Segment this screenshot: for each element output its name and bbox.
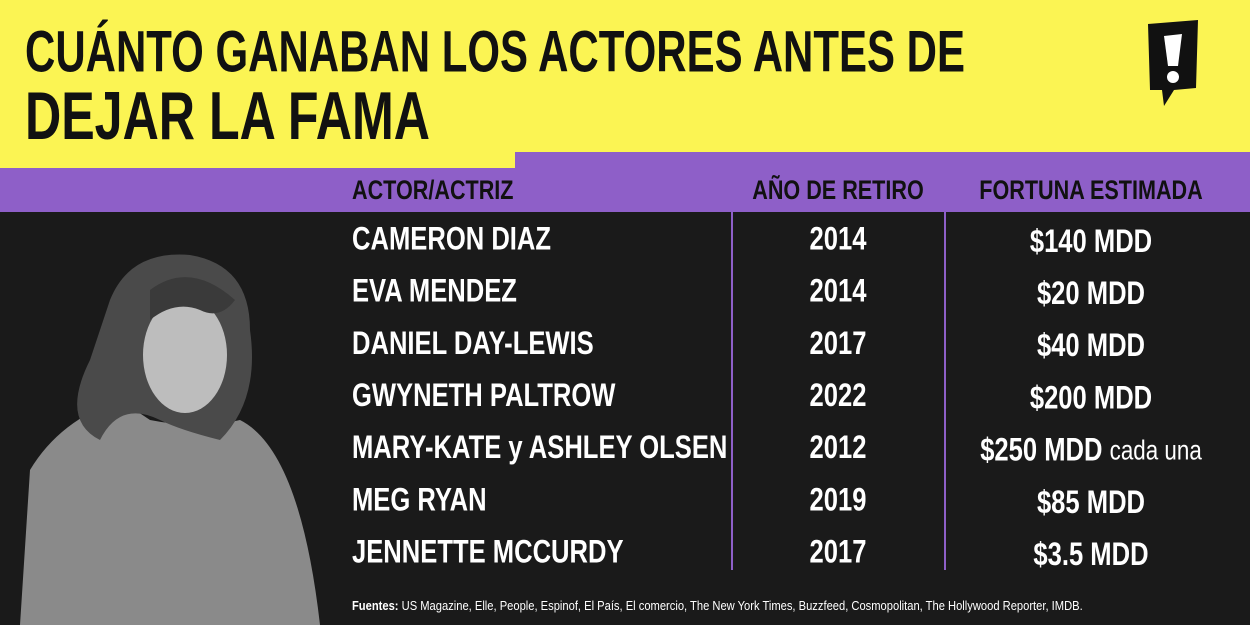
retirement-year: 2019 (810, 483, 867, 518)
fortune-value: $140 MDD (1030, 224, 1152, 259)
estimated-fortune: $20 MDD (1037, 276, 1145, 311)
actor-name: CAMERON DIAZ (352, 222, 551, 257)
estimated-fortune: $140 MDD (1030, 224, 1152, 259)
estimated-fortune: $200 MDD (1030, 380, 1152, 415)
estimated-fortune: $85 MDD (1037, 485, 1145, 520)
retirement-year: 2017 (810, 326, 867, 361)
fortune-value: $200 MDD (1030, 380, 1152, 415)
fortune-value: $40 MDD (1037, 328, 1145, 363)
header-band (0, 0, 1250, 170)
actor-name: DANIEL DAY-LEWIS (352, 326, 594, 361)
estimated-fortune: $250 MDD cada una (980, 433, 1202, 468)
fortune-value: $85 MDD (1037, 485, 1145, 520)
sources-text: US Magazine, Elle, People, Espinof, El P… (402, 599, 1083, 614)
logo (1148, 20, 1198, 106)
estimated-fortune: $3.5 MDD (1033, 537, 1148, 572)
sources-label: Fuentes: (352, 599, 399, 614)
column-header: ACTOR/ACTRIZ (352, 176, 514, 206)
actor-name: MARY-KATE y ASHLEY OLSEN (352, 431, 727, 466)
actor-name: JENNETTE MCCURDY (352, 535, 624, 570)
retirement-year: 2014 (810, 222, 867, 257)
title-line: CUÁNTO GANABAN LOS ACTORES ANTES DE (25, 19, 965, 84)
fortune-value: $3.5 MDD (1033, 537, 1148, 572)
actor-name: GWYNETH PALTROW (352, 378, 616, 413)
fortune-value: $20 MDD (1037, 276, 1145, 311)
fortune-note: cada una (1110, 435, 1203, 466)
actor-name: EVA MENDEZ (352, 274, 517, 309)
retirement-year: 2017 (810, 535, 867, 570)
title-line: DEJAR LA FAMA (25, 78, 430, 154)
estimated-fortune: $40 MDD (1037, 328, 1145, 363)
retirement-year: 2022 (810, 378, 867, 413)
column-header: AÑO DE RETIRO (752, 175, 924, 206)
retirement-year: 2012 (810, 431, 867, 466)
column-header-band (0, 152, 1250, 212)
portrait (20, 254, 320, 625)
sources: Fuentes: US Magazine, Elle, People, Espi… (352, 599, 1083, 614)
column-header: FORTUNA ESTIMADA (979, 176, 1202, 206)
retirement-year: 2014 (810, 274, 867, 309)
fortune-value: $250 MDD (980, 433, 1102, 468)
actor-name: MEG RYAN (352, 483, 487, 518)
